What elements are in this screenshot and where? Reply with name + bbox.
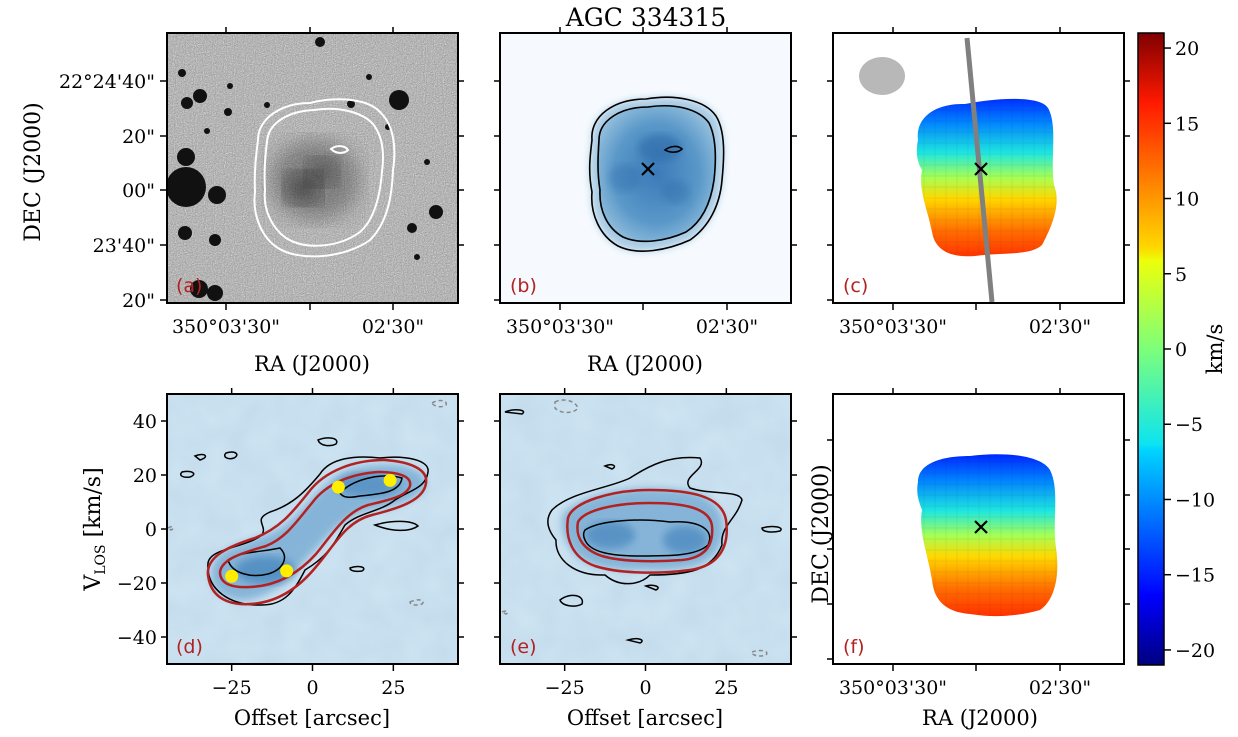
- pv-point: [225, 569, 239, 583]
- hi-moment0: [597, 104, 717, 243]
- panel-label-d: (d): [176, 636, 203, 658]
- colorbar-tick-label: 5: [1175, 264, 1187, 286]
- axis-ticks-e: −25 0 25: [494, 388, 797, 699]
- colorbar-tick-label: −20: [1175, 640, 1215, 662]
- xtick-c-0: 350°03'30": [839, 316, 947, 338]
- ytick-a-2: 00": [122, 180, 155, 202]
- beam-ellipse: [859, 57, 905, 95]
- hi-contours-white: [253, 98, 396, 258]
- ticks-a: [160, 27, 464, 310]
- ytick-a-1: 20": [122, 126, 155, 148]
- pv-point: [383, 473, 397, 487]
- center-marker-f: [974, 520, 988, 534]
- xtick-b-0: 350°03'30": [506, 316, 614, 338]
- colorbar-ticks: 20 15 10 5 0 −5 −10 −15 −20: [1164, 38, 1215, 662]
- panel-d: (d) −25 0 25 40 20 0 −20 −40 Offset [arcsec] VL…: [81, 388, 464, 730]
- ylabel-a: DEC (J2000): [21, 102, 46, 242]
- colorbar-tick-label: 10: [1175, 189, 1199, 211]
- xlabel-a: RA (J2000): [254, 352, 370, 376]
- model-contours-red-e: [566, 488, 728, 574]
- xtick-f-1: 02'30": [1029, 677, 1091, 699]
- panel-c: (c) 350°03'30" 02'30": [827, 27, 1130, 338]
- axis-ticks-d: −25 0 25 40 20 0 −20 −40: [117, 388, 464, 699]
- xtick-b-1: 02'30": [696, 316, 758, 338]
- center-marker-b: [641, 162, 655, 176]
- pv-contours-black-d: [179, 437, 429, 606]
- figure-title: AGC 334315: [565, 3, 727, 32]
- panel-label-c: (c): [843, 275, 868, 297]
- ytick-a-0: 22°24'40": [59, 71, 155, 93]
- panel-label-f: (f): [843, 636, 865, 658]
- panel-label-b: (b): [510, 275, 537, 297]
- pv-points-d: [225, 473, 397, 583]
- ytick-label: 20: [133, 465, 157, 487]
- colorbar-tick-label: 15: [1175, 113, 1199, 135]
- colorbar-tick-label: 20: [1175, 38, 1199, 60]
- xlabel-b: RA (J2000): [587, 352, 703, 376]
- xlabel-e: Offset [arcsec]: [567, 706, 723, 730]
- ytick-a-4: 20": [122, 290, 155, 312]
- xtick-a-0: 350°03'30": [172, 316, 280, 338]
- stars: [167, 37, 443, 301]
- ytick-a-3: 23'40": [93, 235, 155, 257]
- ytick-label: −40: [117, 627, 157, 649]
- xlabel-d: Offset [arcsec]: [234, 706, 390, 730]
- ytick-label: 40: [133, 411, 157, 433]
- center-marker-c: [974, 162, 988, 176]
- pv-point: [280, 564, 294, 578]
- pv-point: [331, 480, 345, 494]
- ytick-label: 0: [145, 519, 157, 541]
- colorbar-label: km/s: [1203, 324, 1227, 375]
- xtick-label: 0: [639, 677, 651, 699]
- xtick-f-0: 350°03'30": [839, 677, 947, 699]
- ticks-f: [827, 388, 1130, 671]
- pv-contours-black-e: [504, 409, 782, 644]
- ylabel-d: VLOS [km/s]: [81, 467, 109, 591]
- contours-b: [588, 96, 725, 252]
- ytick-label: −20: [117, 573, 157, 595]
- colorbar-gradient: [1137, 32, 1165, 666]
- xtick-label: 25: [714, 677, 738, 699]
- ticks-c: [827, 27, 1130, 310]
- ylabel-f: DEC (J2000): [809, 464, 834, 604]
- xtick-label: 25: [381, 677, 405, 699]
- panel-label-e: (e): [510, 636, 537, 658]
- panel-a: (a) 22°24'40" 20" 00" 23'40" 20" 350°03'…: [21, 3, 726, 376]
- panel-e: (e) −25 0 25 Offset [arcsec]: [494, 388, 797, 730]
- xtick-label: −25: [545, 677, 585, 699]
- colorbar-tick-label: −10: [1175, 489, 1215, 511]
- panel-label-a: (a): [176, 275, 202, 297]
- xtick-label: 0: [306, 677, 318, 699]
- model-contours-red-d: [206, 458, 428, 606]
- colorbar-tick-label: −5: [1175, 414, 1203, 436]
- panel-b: (b) 350°03'30" 02'30" RA (J2000): [494, 27, 797, 376]
- xtick-a-1: 02'30": [362, 316, 424, 338]
- colorbar-tick-label: −15: [1175, 565, 1215, 587]
- ticks-b: [494, 27, 797, 310]
- xtick-c-1: 02'30": [1029, 316, 1091, 338]
- colorbar: 20 15 10 5 0 −5 −10 −15 −20 km/s: [1137, 32, 1227, 666]
- xtick-label: −25: [212, 677, 252, 699]
- galaxy-diffuse: [270, 140, 360, 220]
- xlabel-f: RA (J2000): [922, 706, 1038, 730]
- colorbar-tick-label: 0: [1175, 339, 1187, 361]
- panel-f: (f) 350°03'30" 02'30" RA (J2000) DEC (J2…: [809, 388, 1130, 730]
